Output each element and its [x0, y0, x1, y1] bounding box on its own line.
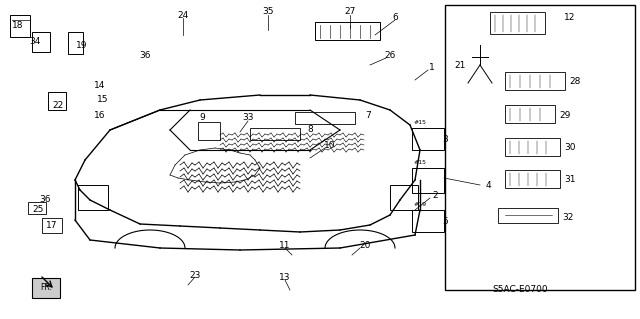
Bar [32, 278, 60, 298]
Bar [68, 32, 83, 54]
Text: 6: 6 [392, 13, 398, 23]
Bar [10, 15, 30, 37]
Bar [498, 208, 558, 223]
Text: 7: 7 [365, 110, 371, 120]
Text: #15: #15 [413, 160, 426, 165]
Text: 23: 23 [189, 271, 201, 279]
Text: 22: 22 [52, 100, 63, 109]
Text: 24: 24 [177, 11, 189, 19]
Text: 12: 12 [564, 13, 576, 23]
Text: 36: 36 [140, 50, 151, 60]
Text: FR.: FR. [40, 284, 52, 293]
Bar [28, 202, 46, 214]
Text: 28: 28 [570, 78, 580, 86]
Bar [295, 112, 355, 124]
Bar [412, 168, 444, 193]
Text: 16: 16 [94, 110, 106, 120]
Text: 26: 26 [384, 50, 396, 60]
Text: 33: 33 [243, 114, 253, 122]
Text: 20: 20 [359, 241, 371, 249]
Text: 9: 9 [199, 114, 205, 122]
Bar [505, 105, 555, 123]
Bar [32, 32, 50, 52]
Text: 21: 21 [454, 61, 466, 70]
Bar [505, 170, 560, 188]
Text: #19: #19 [413, 202, 427, 206]
Bar [412, 210, 444, 232]
Text: 2: 2 [432, 190, 438, 199]
Bar [505, 72, 565, 90]
Text: S5AC-E0700: S5AC-E0700 [492, 286, 548, 294]
Text: 32: 32 [563, 213, 573, 222]
Text: 29: 29 [559, 110, 571, 120]
Bar [198, 122, 220, 140]
Text: 10: 10 [324, 140, 336, 150]
Text: 35: 35 [262, 8, 274, 17]
Text: 3: 3 [442, 136, 448, 145]
Bar [505, 138, 560, 156]
Text: 17: 17 [46, 220, 58, 229]
Bar [78, 185, 108, 210]
Text: 34: 34 [29, 38, 41, 47]
Text: 5: 5 [442, 218, 448, 226]
Bar [42, 218, 62, 233]
Text: 27: 27 [344, 8, 356, 17]
Text: #15: #15 [413, 120, 426, 124]
Text: 13: 13 [279, 273, 291, 283]
Bar [390, 185, 418, 210]
Text: 4: 4 [485, 181, 491, 189]
Bar [250, 128, 300, 140]
Text: 36: 36 [39, 196, 51, 204]
Text: 31: 31 [564, 175, 576, 184]
Bar [315, 22, 380, 40]
Bar [445, 5, 635, 290]
Text: 15: 15 [97, 95, 109, 105]
Text: 18: 18 [12, 20, 24, 29]
Text: 1: 1 [429, 63, 435, 72]
Bar [412, 128, 444, 150]
Text: 30: 30 [564, 144, 576, 152]
Text: 11: 11 [279, 241, 291, 249]
Text: 19: 19 [76, 41, 88, 49]
Text: 25: 25 [32, 205, 44, 214]
Bar [48, 92, 66, 110]
Text: 14: 14 [94, 80, 106, 90]
Text: 8: 8 [307, 125, 313, 135]
Bar [490, 12, 545, 34]
